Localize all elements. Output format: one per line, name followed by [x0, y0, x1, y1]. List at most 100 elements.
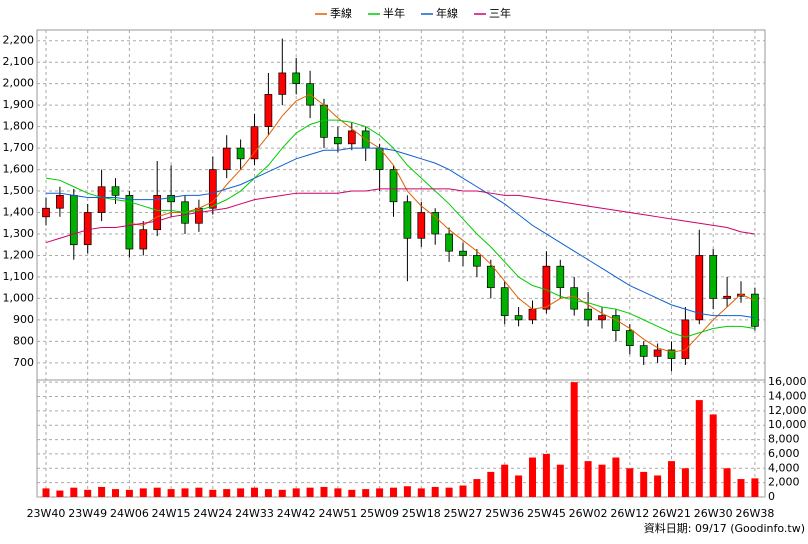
x-tick-label: 26W12 — [610, 507, 649, 520]
volume-tick-label: 14,000 — [768, 390, 807, 403]
volume-bar — [70, 487, 78, 497]
volume-bar — [195, 487, 203, 497]
candle-body — [514, 315, 523, 321]
candle-body — [56, 194, 64, 209]
candle-body — [473, 255, 481, 267]
candle-body — [639, 345, 648, 357]
ma-line — [45, 119, 755, 338]
y-tick-label: 1,200 — [3, 248, 35, 261]
x-tick-label: 26W38 — [735, 507, 774, 520]
candle-body — [42, 207, 50, 218]
candle-body — [528, 308, 537, 321]
volume-bar — [42, 488, 50, 497]
volume-bar — [556, 464, 564, 497]
volume-bar — [98, 486, 106, 497]
volume-bar — [390, 487, 397, 497]
volume-bar — [501, 464, 509, 497]
y-tick-label: 1,900 — [3, 98, 35, 111]
x-tick-label: 23W40 — [27, 507, 66, 520]
volume-bar — [264, 489, 272, 497]
volume-bar — [626, 468, 634, 497]
x-tick-label: 24W15 — [152, 507, 191, 520]
x-tick-label: 25W36 — [485, 507, 524, 520]
candle-body — [723, 295, 731, 299]
volume-bar — [167, 489, 175, 497]
candle-body — [167, 194, 175, 203]
candle-body — [653, 349, 662, 357]
volume-bar — [84, 489, 92, 497]
y-tick-label: 900 — [13, 313, 34, 326]
volume-bar — [125, 489, 133, 497]
y-tick-label: 2,100 — [3, 55, 35, 68]
candle-body — [667, 349, 676, 359]
volume-bar — [139, 488, 147, 497]
candle-body — [459, 250, 467, 256]
volume-frame — [36, 379, 766, 498]
candle-body — [222, 147, 231, 170]
candle-body — [486, 265, 495, 289]
x-tick-label: 26W21 — [652, 507, 691, 520]
volume-bar — [640, 471, 648, 497]
x-tick-label: 24W06 — [110, 507, 149, 520]
volume-bar — [223, 489, 231, 497]
candle-body — [612, 315, 620, 331]
volume-bar — [487, 471, 495, 497]
candle-body — [709, 255, 718, 299]
candle-body — [417, 212, 426, 239]
candle-body — [153, 194, 162, 231]
candle-body — [292, 72, 301, 85]
volume-bar — [376, 488, 384, 497]
volume-bar — [153, 487, 161, 497]
volume-tick-label: 8,000 — [768, 433, 800, 446]
y-tick-label: 1,800 — [3, 120, 35, 133]
candle-body — [389, 169, 398, 203]
volume-bar — [695, 400, 703, 497]
legend-label: 季線 — [330, 6, 352, 20]
volume-bar — [737, 479, 745, 497]
volume-bar — [709, 414, 717, 497]
volume-bar — [612, 457, 620, 497]
candle-body — [334, 137, 342, 145]
volume-bar — [654, 475, 662, 497]
candle-body — [208, 169, 217, 209]
candle-body — [598, 315, 606, 321]
candle-body — [681, 319, 690, 359]
candle-body — [125, 194, 134, 250]
x-tick-label: 26W30 — [694, 507, 733, 520]
candle-body — [445, 233, 453, 252]
volume-tick-label: 12,000 — [768, 404, 807, 417]
x-tick-label: 24W42 — [277, 507, 316, 520]
candle-body — [500, 287, 509, 316]
candle-body — [556, 265, 565, 289]
x-tick-label: 25W27 — [444, 507, 483, 520]
y-tick-label: 1,400 — [3, 206, 35, 219]
y-tick-label: 2,000 — [3, 77, 35, 90]
candle-body — [542, 265, 551, 310]
volume-bar — [459, 485, 467, 497]
x-tick-label: 25W18 — [402, 507, 441, 520]
candle-body — [403, 201, 412, 239]
legend-label: 半年 — [383, 6, 405, 20]
ma-line — [46, 147, 755, 319]
volume-tick-label: 16,000 — [768, 375, 807, 388]
x-tick-label: 25W45 — [527, 507, 566, 520]
volume-bar — [751, 478, 759, 497]
x-tick-label: 24W24 — [193, 507, 232, 520]
candle-body — [139, 229, 148, 250]
volume-bar — [181, 488, 189, 497]
candle-body — [347, 130, 356, 145]
volume-bar — [681, 468, 689, 497]
candle-body — [264, 94, 273, 127]
ma-line — [129, 93, 756, 353]
y-tick-label: 1,300 — [3, 227, 35, 240]
legend-label: 三年 — [489, 6, 511, 20]
candle-body — [111, 186, 120, 196]
volume-bar — [445, 487, 453, 497]
volume-bar — [334, 488, 342, 497]
volume-bar — [209, 489, 217, 497]
x-tick-label: 24W33 — [235, 507, 274, 520]
volume-bar — [431, 486, 439, 497]
y-tick-label: 700 — [13, 356, 34, 369]
volume-bar — [56, 490, 64, 497]
